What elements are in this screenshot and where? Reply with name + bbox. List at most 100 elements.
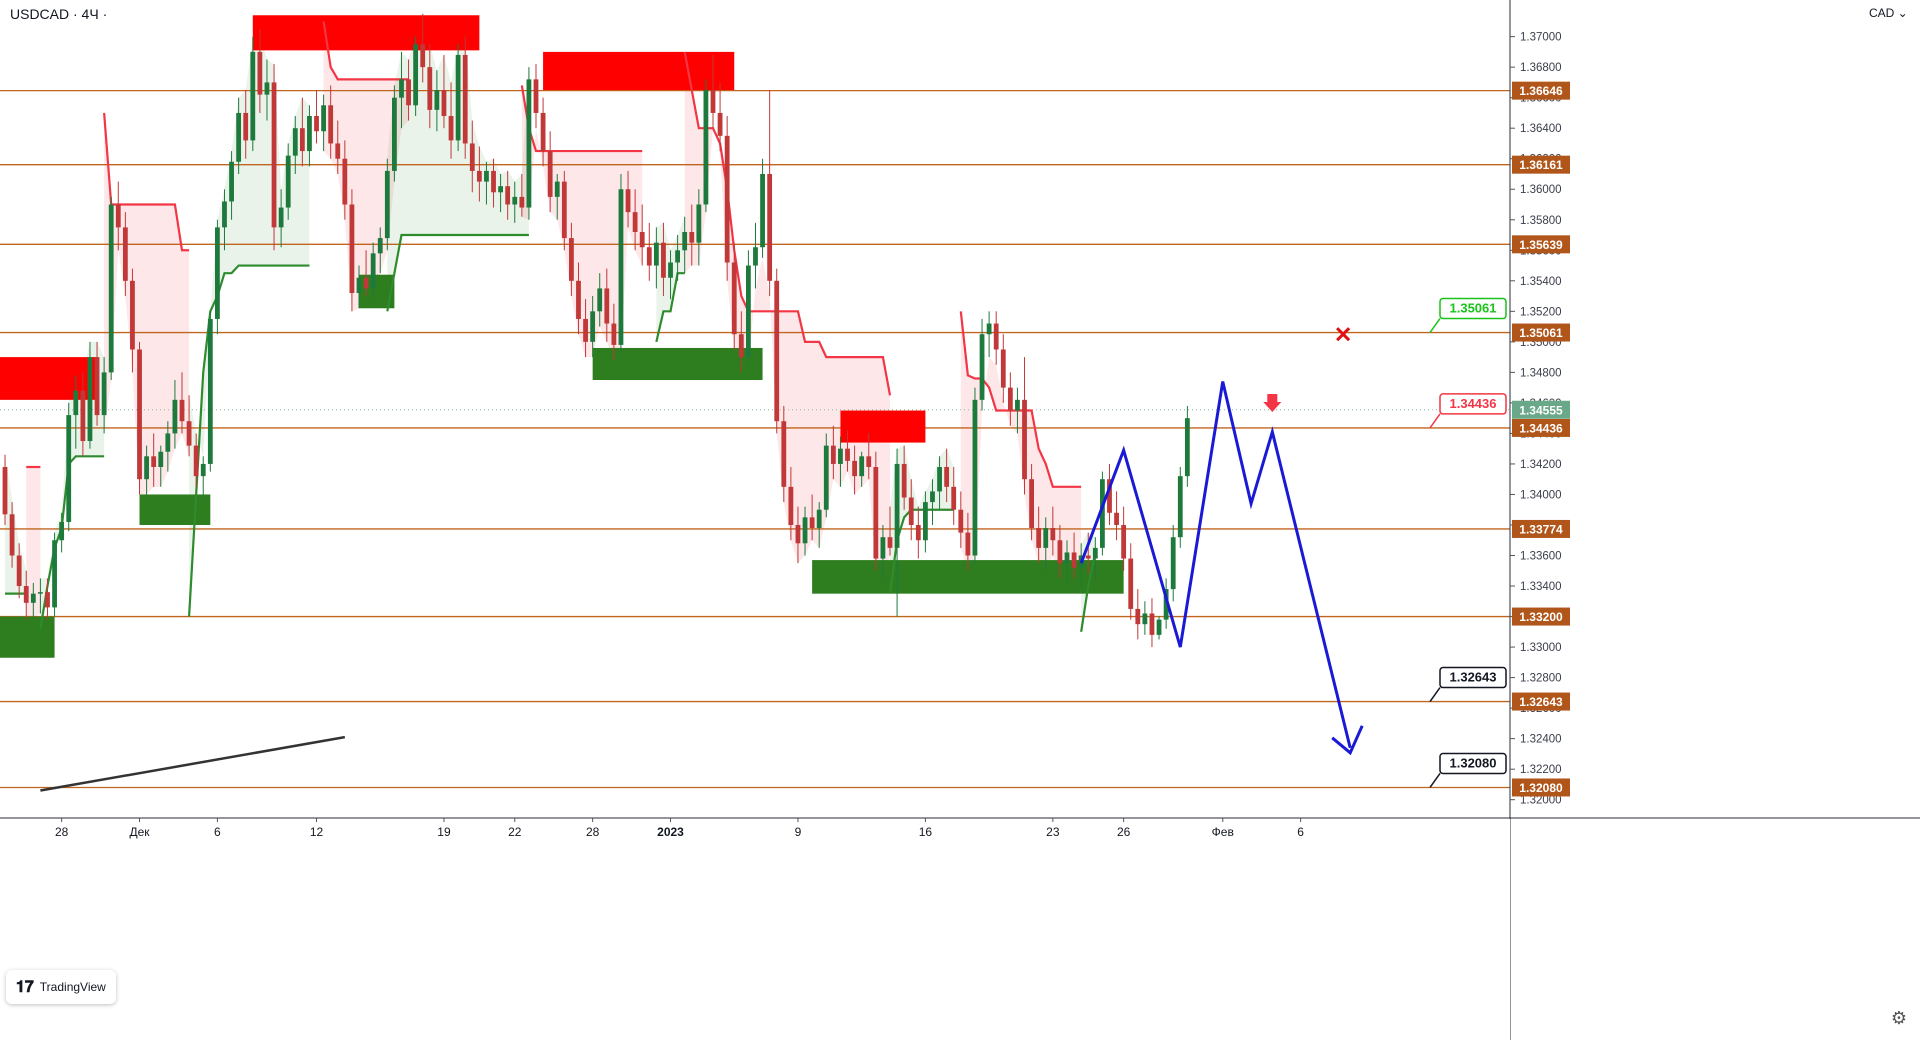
candle-body bbox=[937, 466, 942, 492]
y-tick-label: 1.36800 bbox=[1520, 62, 1562, 74]
x-tick-label: 9 bbox=[795, 825, 802, 839]
x-tick-label: 26 bbox=[1117, 825, 1131, 839]
candle-body bbox=[993, 323, 999, 350]
candle-body bbox=[618, 189, 624, 345]
candle-body bbox=[746, 265, 751, 358]
trailing-stop-red bbox=[683, 51, 892, 396]
candle-body bbox=[151, 456, 157, 467]
candle-body bbox=[30, 593, 36, 603]
candle-body bbox=[1092, 547, 1098, 559]
candle-body bbox=[760, 173, 765, 248]
callout-label: 1.35061 bbox=[1450, 301, 1497, 316]
callout-label: 1.32643 bbox=[1450, 670, 1497, 685]
candle-body bbox=[1064, 552, 1070, 564]
candle-body bbox=[795, 524, 801, 544]
candle-body bbox=[738, 334, 744, 358]
x-tick-label: 28 bbox=[55, 825, 69, 839]
candle-body bbox=[222, 201, 227, 228]
candle-body bbox=[101, 372, 107, 416]
candle-body bbox=[321, 105, 326, 132]
x-tick-label: 12 bbox=[310, 825, 324, 839]
level-tag bbox=[1512, 81, 1570, 100]
callout-pointer bbox=[1429, 318, 1441, 333]
tradingview-watermark[interactable]: 𝟏𝟕 TradingView bbox=[6, 970, 116, 1004]
resistance-zone bbox=[252, 15, 480, 51]
candle-body bbox=[908, 497, 914, 525]
level-tag bbox=[1512, 235, 1570, 254]
candle-body bbox=[413, 44, 419, 106]
trail-fill-green bbox=[5, 454, 27, 594]
candle-body bbox=[569, 238, 574, 281]
candle-body bbox=[257, 51, 263, 95]
candle-body bbox=[1121, 524, 1127, 559]
candle-body bbox=[1114, 512, 1119, 525]
candle-body bbox=[1107, 479, 1112, 513]
level-tag bbox=[1512, 155, 1570, 174]
x-tick-label: 16 bbox=[919, 825, 933, 839]
candle-body bbox=[356, 277, 362, 294]
y-tick-label: 1.36000 bbox=[1520, 184, 1562, 196]
symbol-title[interactable]: USDCAD · 4Ч · bbox=[10, 6, 108, 22]
y-tick-label: 1.33400 bbox=[1520, 581, 1562, 593]
candle-body bbox=[901, 463, 907, 498]
candle-body bbox=[172, 399, 178, 434]
candle-body bbox=[115, 204, 121, 228]
candle-body bbox=[498, 186, 503, 193]
gear-icon[interactable]: ⚙ bbox=[1890, 1007, 1908, 1029]
candle-body bbox=[731, 262, 737, 335]
candle-body bbox=[1142, 613, 1148, 625]
candle-body bbox=[122, 227, 128, 281]
x-tick-label: 6 bbox=[1297, 825, 1304, 839]
candle-body bbox=[923, 502, 928, 541]
candle-body bbox=[1163, 589, 1169, 620]
candle-body bbox=[250, 51, 256, 141]
chevron-down-icon: ⌄ bbox=[1894, 6, 1908, 20]
candle-body bbox=[130, 280, 135, 350]
candle-body bbox=[1007, 387, 1013, 411]
candle-body bbox=[930, 491, 935, 503]
candle-body bbox=[915, 524, 921, 541]
y-tick-label: 1.34200 bbox=[1520, 459, 1562, 471]
candle-body bbox=[958, 509, 964, 533]
candle-body bbox=[1085, 555, 1091, 559]
candle-body bbox=[215, 227, 220, 319]
candle-body bbox=[519, 196, 525, 208]
candle-body bbox=[526, 79, 532, 208]
callout-label: 1.32080 bbox=[1450, 755, 1497, 770]
trail-fill-red bbox=[684, 51, 890, 579]
candle-body bbox=[278, 207, 284, 228]
candle-body bbox=[675, 250, 680, 263]
candle-body bbox=[583, 318, 588, 342]
candle-body bbox=[972, 399, 978, 556]
candle-body bbox=[193, 445, 199, 477]
candle-body bbox=[1128, 558, 1134, 609]
candle-body bbox=[1156, 619, 1162, 635]
candle-body bbox=[94, 357, 100, 416]
candle-body bbox=[767, 173, 773, 281]
candle-body bbox=[816, 509, 822, 529]
candle-body bbox=[1036, 528, 1042, 548]
candle-body bbox=[604, 288, 610, 324]
candle-body bbox=[179, 399, 185, 422]
candle-body bbox=[639, 231, 645, 248]
candle-body bbox=[859, 456, 865, 477]
currency-selector[interactable]: CAD ⌄ bbox=[1869, 6, 1908, 20]
y-tick-label: 1.34800 bbox=[1520, 367, 1562, 379]
candle-body bbox=[108, 204, 114, 373]
y-tick-label: 1.32000 bbox=[1520, 795, 1562, 807]
currency-label: CAD bbox=[1869, 6, 1895, 20]
candle-body bbox=[314, 115, 319, 132]
candle-body bbox=[23, 586, 29, 603]
candle-body bbox=[45, 592, 50, 608]
trail-fill-green bbox=[189, 28, 310, 617]
candle-body bbox=[696, 204, 702, 243]
candle-body bbox=[1050, 528, 1056, 541]
price-axis-bg bbox=[1510, 0, 1920, 1040]
trailing-stop-green bbox=[39, 455, 105, 629]
forecast-path bbox=[1079, 381, 1352, 749]
time-axis-bg bbox=[0, 819, 1510, 1041]
candle-body bbox=[625, 189, 631, 213]
y-tick-label: 1.35400 bbox=[1520, 276, 1562, 288]
